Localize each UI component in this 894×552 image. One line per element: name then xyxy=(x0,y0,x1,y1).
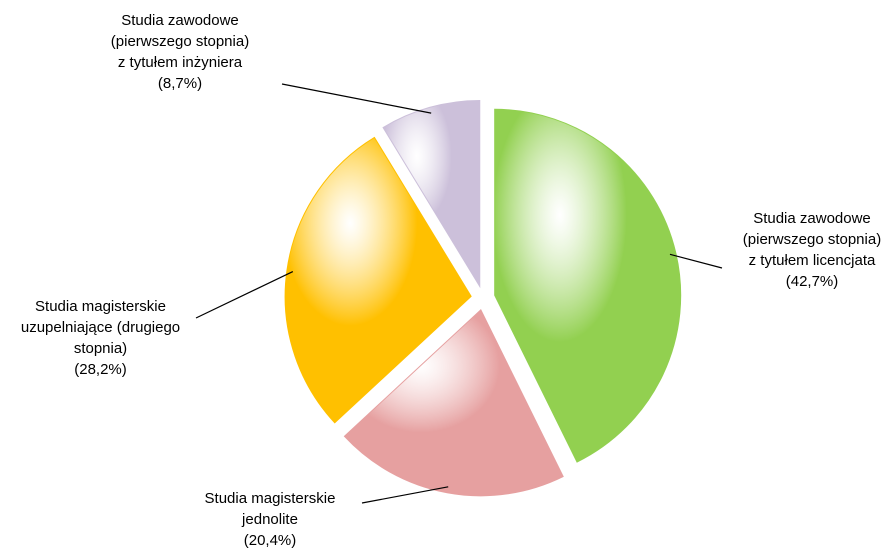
value-label: (20,4%) xyxy=(243,532,297,549)
leader-line xyxy=(195,271,294,319)
category-label: Studia magisterskie uzupelniające (drugi… xyxy=(20,298,181,357)
pie-slice xyxy=(284,136,472,424)
category-label: Studia zawodowe (pierwszego stopnia) z t… xyxy=(742,210,882,269)
pie-slice xyxy=(382,99,481,289)
slice-label: Studia zawodowe (pierwszego stopnia) z t… xyxy=(110,10,250,94)
slice-label: Studia magisterskie uzupelniające (drugi… xyxy=(18,296,183,380)
pie-slice xyxy=(494,108,682,463)
pie-slice xyxy=(343,308,564,497)
slice-label: Studia zawodowe (pierwszego stopnia) z t… xyxy=(742,208,882,292)
slice-label: Studia magisterskie jednolite (20,4%) xyxy=(190,488,350,551)
leader-line xyxy=(281,83,432,114)
value-label: (42,7%) xyxy=(785,273,839,290)
value-label: (8,7%) xyxy=(157,75,203,92)
category-label: Studia magisterskie jednolite xyxy=(204,490,336,528)
category-label: Studia zawodowe (pierwszego stopnia) z t… xyxy=(110,12,250,71)
leader-line xyxy=(669,253,723,269)
value-label: (28,2%) xyxy=(74,361,127,378)
leader-line xyxy=(361,486,449,504)
